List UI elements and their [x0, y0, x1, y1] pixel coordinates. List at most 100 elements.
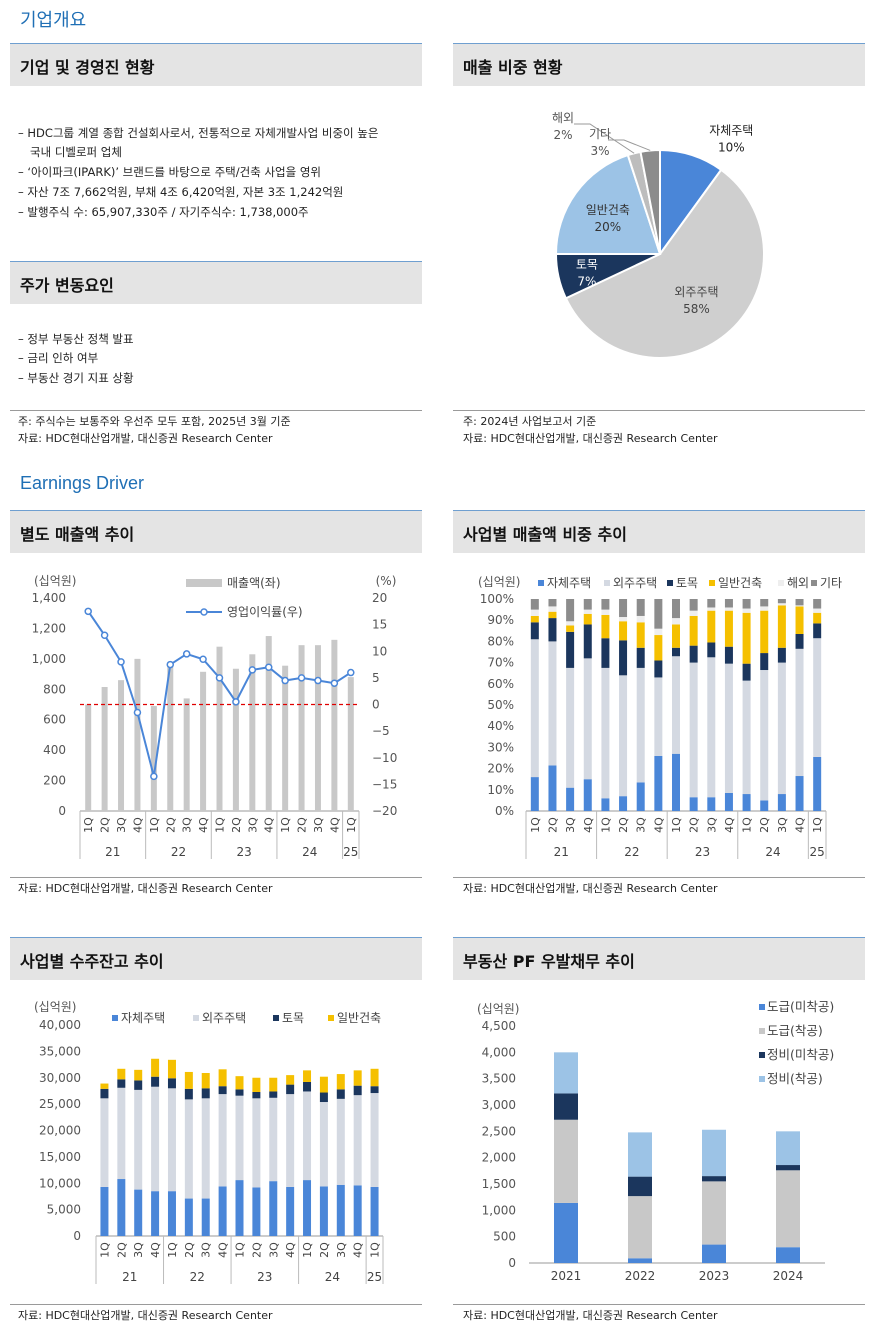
segment-bar — [636, 667, 645, 783]
x-tick-label: 2Q — [115, 1242, 128, 1258]
segment-bar — [654, 755, 663, 811]
x-tick-label: 3Q — [181, 817, 194, 833]
y-tick-label: 15 — [372, 618, 387, 632]
pie-value: 7% — [577, 274, 596, 288]
backlog-bar — [252, 1077, 261, 1092]
x-tick-label: 4Q — [652, 817, 665, 833]
pf-bar — [702, 1176, 726, 1182]
segment-bar — [654, 660, 663, 678]
segment-bar — [724, 599, 733, 608]
x-tick-label: 4Q — [352, 1242, 365, 1258]
pie-value: 2% — [553, 128, 572, 142]
backlog-bar — [319, 1186, 328, 1236]
segment-bar — [689, 610, 698, 616]
legend-swatch — [193, 1015, 199, 1021]
segment-bar — [742, 663, 751, 681]
pf-bar — [776, 1165, 800, 1171]
sales-bar — [216, 646, 223, 811]
pie-label: 일반건축 — [586, 203, 630, 217]
x-tick-label: 2Q — [318, 1242, 331, 1258]
backlog-bar — [269, 1091, 278, 1098]
backlog-bar — [286, 1094, 295, 1187]
segment-bar — [795, 633, 804, 649]
y-tick-label: 3,500 — [482, 1072, 516, 1086]
driver-line: – 정부 부동산 정책 발표 — [18, 332, 134, 346]
segment-bar — [601, 609, 610, 615]
y-tick-label: 200 — [43, 774, 66, 788]
sales-bar — [331, 639, 338, 811]
y-tick-label: 2,000 — [482, 1151, 516, 1165]
segment-bar — [548, 765, 557, 811]
segment-bar — [636, 615, 645, 623]
segment-bar — [548, 618, 557, 642]
segment-bar — [566, 621, 575, 626]
y-tick-label: 15,000 — [39, 1150, 81, 1164]
legend-swatch — [759, 1052, 765, 1058]
x-tick-label: 1Q — [811, 817, 824, 833]
backlog-bar — [303, 1180, 312, 1236]
y-tick-label: 20% — [487, 762, 514, 776]
segment-bar — [566, 625, 575, 632]
backlog-bar — [269, 1097, 278, 1182]
segment-bar — [760, 653, 769, 671]
backlog-bar — [134, 1069, 143, 1081]
backlog-bar — [151, 1076, 160, 1087]
backlog-bar — [353, 1085, 362, 1096]
legend-swatch — [112, 1015, 118, 1021]
segment-bar — [583, 613, 592, 625]
segment-bar — [566, 787, 575, 811]
backlog-bar — [319, 1092, 328, 1103]
segment-bar — [777, 647, 786, 663]
backlog-bar — [151, 1058, 160, 1077]
backlog-bar — [167, 1088, 176, 1192]
backlog-bar — [117, 1068, 126, 1080]
backlog-bar — [201, 1088, 210, 1099]
x-tick-label: 3Q — [776, 817, 789, 833]
backlog-bar — [100, 1088, 109, 1099]
backlog-bar — [286, 1186, 295, 1236]
segment-bar — [742, 794, 751, 811]
margin-point — [215, 674, 224, 682]
y-tick-label: 1,000 — [32, 652, 66, 666]
sales-bar — [101, 687, 108, 811]
legend-label: 자체주택 — [121, 1011, 165, 1025]
backlog-bar — [336, 1184, 345, 1236]
segment-bar — [813, 638, 822, 757]
pf-bar — [702, 1181, 726, 1245]
x-tick-label: 2021 — [551, 1269, 582, 1283]
y-tick-label: 10 — [372, 644, 387, 658]
backlog-bar — [303, 1070, 312, 1082]
sales-bar — [282, 665, 289, 811]
margin-point — [199, 655, 207, 663]
margin-point — [347, 668, 355, 677]
legend-label: 외주주택 — [202, 1011, 246, 1025]
x-group-label: 25 — [367, 1270, 382, 1284]
margin-point — [297, 674, 306, 682]
y-tick-label: 0 — [73, 1229, 81, 1243]
x-tick-label: 4Q — [284, 1242, 297, 1258]
legend-marker — [200, 608, 208, 616]
x-tick-label: 2Q — [99, 817, 112, 833]
backlog-bar — [100, 1186, 109, 1236]
x-group-label: 21 — [122, 1270, 137, 1284]
sales-bar — [134, 658, 141, 811]
x-tick-label: 4Q — [328, 817, 341, 833]
sales-bar — [298, 645, 305, 811]
segment-bar — [795, 606, 804, 634]
legend-label: 영업이익률(우) — [227, 605, 303, 619]
pie-label: 토목 — [576, 257, 598, 271]
y-tick-label: 400 — [43, 743, 66, 757]
divider — [10, 877, 422, 878]
segment-bar — [672, 624, 680, 648]
margin-point — [133, 708, 142, 717]
margin-point — [314, 676, 322, 685]
segment-bar — [636, 647, 645, 668]
legend-label: 도급(미착공) — [767, 999, 834, 1014]
segment-bar — [672, 599, 680, 619]
backlog-bar — [134, 1080, 143, 1090]
backlog-bar — [353, 1095, 362, 1186]
backlog-bar — [370, 1068, 379, 1087]
y-tick-label: 60% — [487, 677, 514, 691]
x-tick-label: 4Q — [217, 1242, 230, 1258]
legend-swatch — [667, 580, 673, 586]
